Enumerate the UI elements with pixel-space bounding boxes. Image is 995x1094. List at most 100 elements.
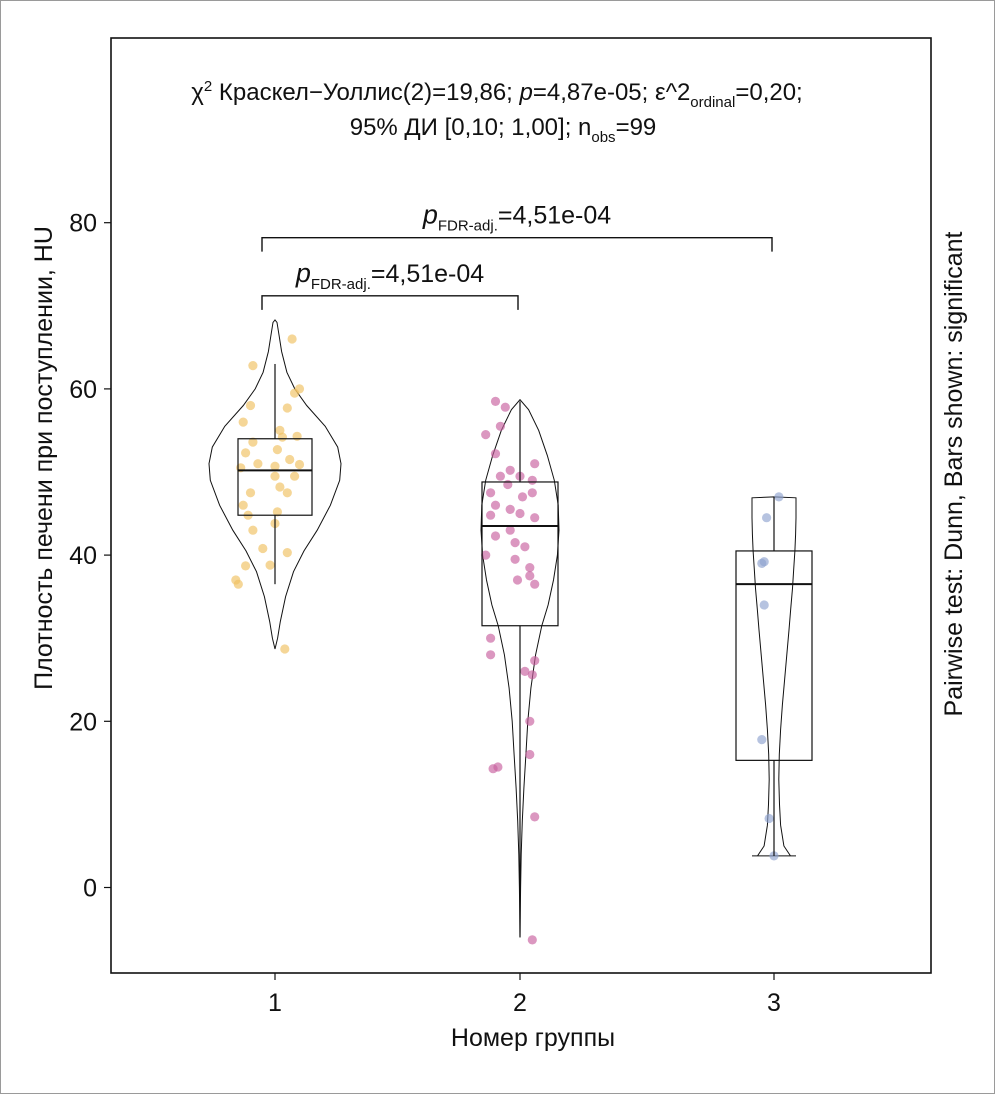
point-group-2 [481, 550, 491, 560]
n-obs-subscript: obs [591, 129, 615, 146]
point-group-1 [253, 459, 263, 469]
violin-group-1 [208, 319, 342, 650]
point-group-2 [495, 421, 505, 431]
n-obs-value: =99 [616, 114, 657, 141]
box-group-2 [481, 481, 559, 627]
stat-ci-text: 95% ДИ [0,10; 1,00]; n [350, 114, 592, 141]
points-layer [231, 334, 784, 945]
point-group-2 [527, 935, 537, 945]
point-group-1 [294, 459, 305, 470]
point-group-2 [486, 633, 496, 643]
point-group-3 [762, 513, 772, 523]
point-group-2 [525, 563, 535, 573]
point-group-1 [245, 400, 256, 411]
point-group-2 [510, 538, 520, 548]
point-group-2 [490, 396, 501, 406]
bracket-label-1-2: pFDR-adj.=4,51e-04 [295, 258, 484, 293]
point-group-2 [525, 571, 535, 581]
epsilon-subscript: ordinal [690, 94, 735, 111]
point-group-2 [503, 479, 513, 490]
point-group-2 [490, 531, 501, 541]
chi-superscript: 2 [204, 78, 212, 95]
point-group-1 [280, 644, 290, 654]
point-group-1 [287, 334, 297, 344]
x-tick-label: 2 [513, 989, 527, 1017]
point-group-2 [500, 402, 510, 412]
point-group-2 [512, 575, 523, 585]
point-group-3 [764, 813, 774, 824]
point-group-2 [515, 508, 525, 519]
point-group-1 [270, 461, 280, 471]
point-group-2 [525, 716, 535, 726]
point-group-2 [486, 510, 496, 520]
boxes-layer [237, 363, 813, 938]
point-group-1 [270, 471, 280, 481]
point-group-2 [490, 500, 501, 510]
point-group-2 [530, 812, 540, 822]
point-group-2 [495, 471, 505, 481]
point-group-2 [486, 650, 496, 660]
point-group-1 [245, 488, 256, 498]
y-axis-title: Плотность печени при поступлении, HU [30, 226, 58, 690]
plot-panel [110, 37, 932, 974]
point-group-1 [248, 525, 258, 535]
brackets-layer: pFDR-adj.=4,51e-04 pFDR-adj.=4,51e-04 [261, 200, 773, 310]
x-axis: 1 2 3 [268, 973, 781, 1017]
y-axis: 0 20 40 60 80 [69, 210, 111, 903]
point-group-2 [505, 504, 515, 514]
point-group-1 [282, 488, 292, 498]
violin-group-3 [751, 496, 797, 857]
point-group-1 [248, 437, 258, 447]
y-tick-label: 0 [83, 875, 97, 903]
point-group-1 [241, 448, 251, 458]
point-group-1 [285, 454, 295, 465]
point-group-2 [481, 430, 491, 440]
point-group-2 [527, 475, 537, 485]
point-group-1 [238, 500, 248, 510]
point-group-3 [759, 600, 769, 610]
point-group-2 [517, 492, 528, 502]
point-group-1 [282, 548, 292, 558]
point-group-2 [520, 542, 530, 552]
violin-group-2 [480, 398, 560, 938]
point-group-2 [486, 488, 496, 498]
bracket-1-2 [261, 295, 519, 310]
point-group-1 [241, 561, 251, 571]
stat-p-value: =4,87e-05; ε^2 [533, 79, 690, 106]
box-group-3 [735, 550, 813, 761]
point-group-2 [520, 666, 530, 677]
point-group-3 [759, 557, 769, 567]
point-group-1 [290, 471, 300, 481]
x-tick-label: 1 [268, 989, 282, 1017]
point-group-1 [292, 431, 302, 441]
point-group-2 [505, 525, 515, 535]
point-group-1 [265, 560, 275, 570]
point-group-1 [233, 579, 243, 589]
y-tick-label: 20 [69, 708, 97, 736]
point-group-2 [510, 554, 520, 564]
point-group-2 [490, 449, 501, 459]
point-group-3 [757, 735, 767, 745]
point-group-2 [527, 670, 537, 680]
stat-epsilon-value: =0,20; [735, 79, 802, 106]
stat-header-line1: χ2 Краскел−Уоллис(2)=19,86; p=4,87e-05; … [191, 78, 802, 111]
point-group-2 [525, 749, 535, 760]
point-group-1 [248, 361, 258, 371]
point-group-1 [294, 384, 305, 394]
stat-test-text: Краскел−Уоллис(2)=19,86; [212, 79, 519, 106]
right-caption: Pairwise test: Dunn, Bars shown: signifi… [940, 231, 968, 716]
point-group-2 [488, 764, 498, 774]
point-group-1 [282, 403, 292, 413]
point-group-3 [774, 492, 784, 502]
x-tick-label: 3 [767, 989, 781, 1017]
stat-header-line2: 95% ДИ [0,10; 1,00]; nobs=99 [350, 114, 657, 146]
y-tick-label: 40 [69, 542, 97, 570]
point-group-1 [258, 543, 268, 554]
bracket-label-1-3: pFDR-adj.=4,51e-04 [422, 200, 611, 235]
stat-p-symbol: p [519, 79, 533, 106]
point-group-2 [530, 579, 540, 589]
point-group-1 [272, 507, 282, 517]
point-group-1 [272, 445, 282, 455]
